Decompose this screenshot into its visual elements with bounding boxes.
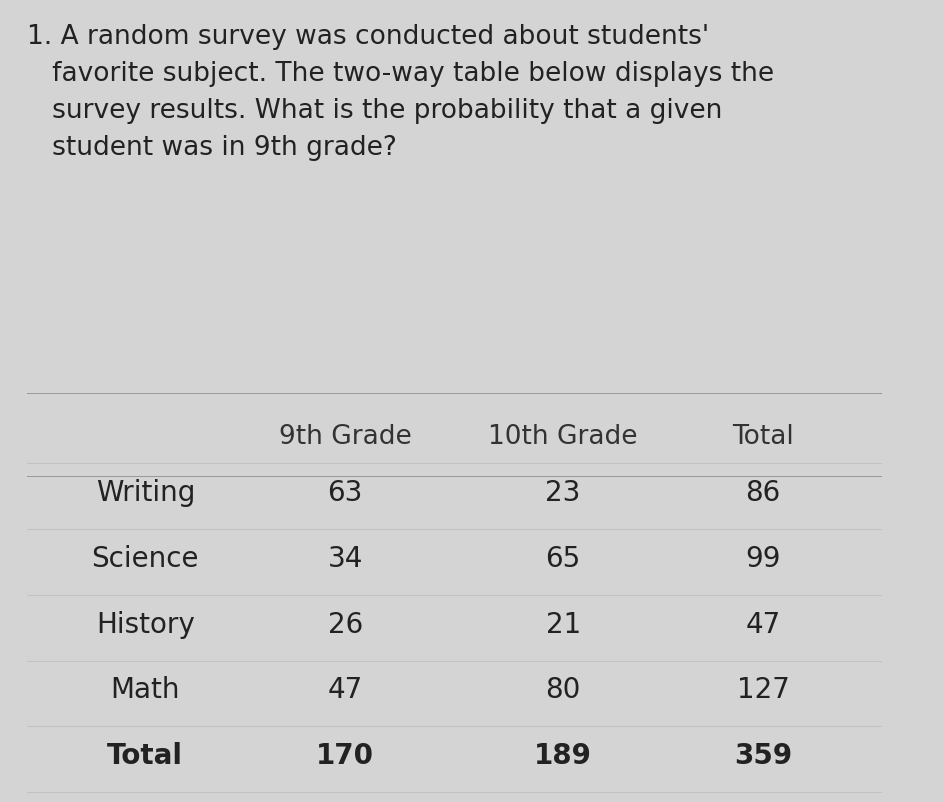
Text: 99: 99: [745, 545, 780, 573]
Text: 63: 63: [328, 479, 362, 507]
Text: 47: 47: [745, 610, 780, 638]
Text: 1. A random survey was conducted about students'
   favorite subject. The two-wa: 1. A random survey was conducted about s…: [27, 24, 773, 161]
Text: 80: 80: [545, 676, 581, 704]
Text: 10th Grade: 10th Grade: [488, 424, 637, 450]
Text: Total: Total: [108, 742, 183, 770]
Text: History: History: [96, 610, 194, 638]
Text: Math: Math: [110, 676, 180, 704]
Text: 170: 170: [316, 742, 374, 770]
Text: Total: Total: [732, 424, 793, 450]
Text: Science: Science: [92, 545, 199, 573]
Text: 9th Grade: 9th Grade: [278, 424, 411, 450]
Text: 127: 127: [735, 676, 788, 704]
Text: 21: 21: [545, 610, 581, 638]
Text: 359: 359: [733, 742, 791, 770]
Text: Writing: Writing: [95, 479, 194, 507]
Text: 65: 65: [545, 545, 581, 573]
Text: 26: 26: [328, 610, 362, 638]
Text: 23: 23: [545, 479, 581, 507]
Text: 86: 86: [745, 479, 780, 507]
Text: 34: 34: [328, 545, 362, 573]
Text: 47: 47: [328, 676, 362, 704]
Text: 189: 189: [533, 742, 592, 770]
